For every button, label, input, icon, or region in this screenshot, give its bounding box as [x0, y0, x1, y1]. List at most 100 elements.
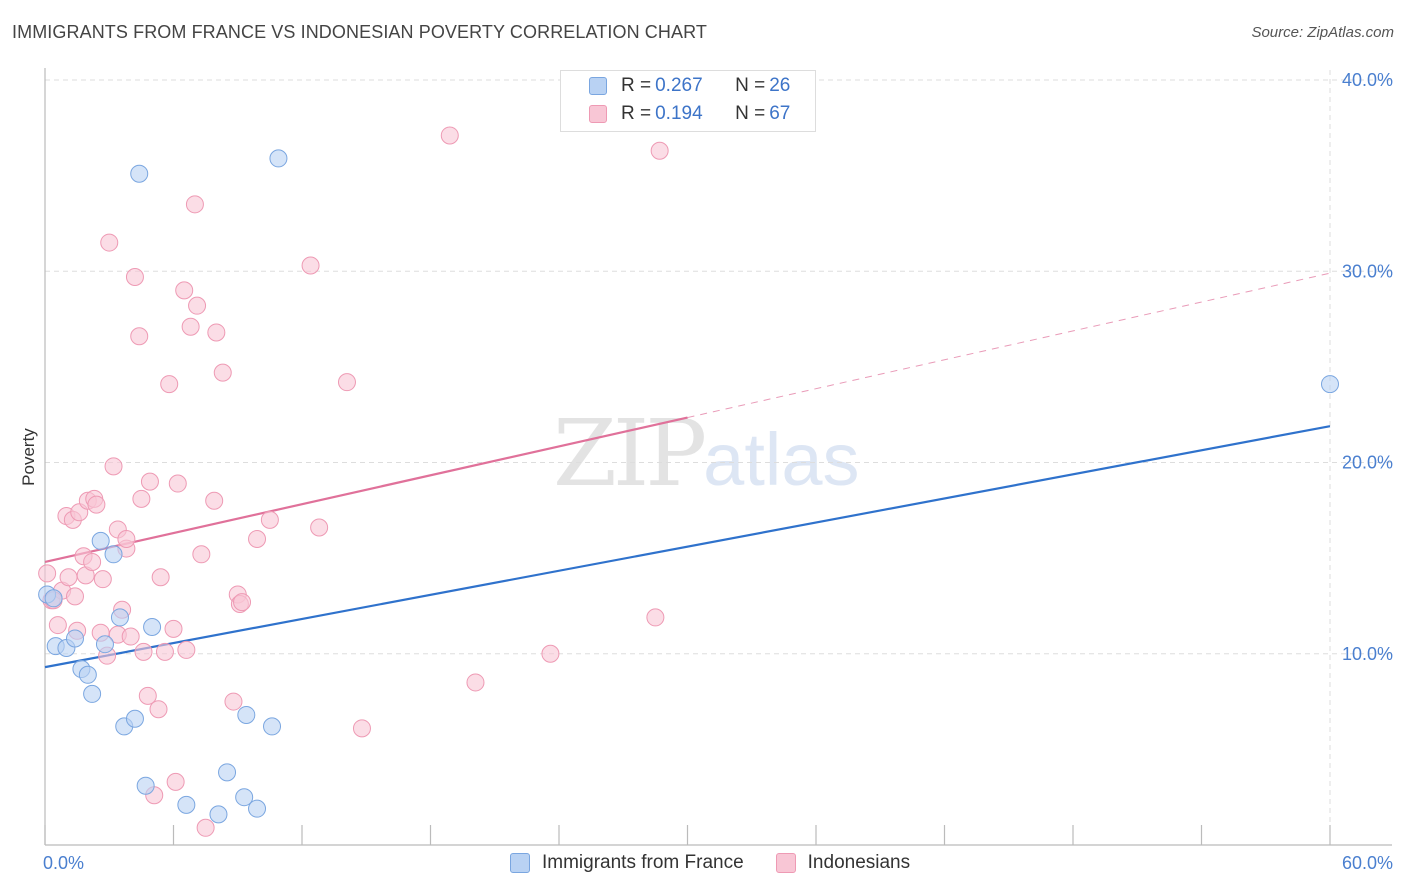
indonesian-point: [140, 472, 159, 491]
indonesian-point: [100, 233, 119, 252]
indonesian-point: [185, 195, 204, 214]
indonesian-point: [196, 818, 215, 837]
indonesian-point: [134, 642, 153, 661]
legend-row-france: R = 0.267 N = 26: [561, 73, 790, 99]
indonesian-point: [213, 363, 232, 382]
axes: [44, 68, 1392, 846]
indonesian-trend-line: [44, 416, 688, 564]
france-point: [95, 635, 114, 654]
indonesian-point: [121, 627, 140, 646]
indonesian-point: [466, 673, 485, 692]
indonesian-point: [93, 570, 112, 589]
indonesian-point: [205, 491, 224, 510]
indonesian-point: [301, 256, 320, 275]
indonesian-point: [248, 530, 267, 548]
indonesian-point: [207, 323, 226, 342]
tick-labels: 10.0% 20.0% 30.0% 40.0% 0.0% 60.0% Poverty: [19, 70, 1393, 873]
indonesian-point: [646, 608, 665, 627]
france-point: [136, 776, 155, 795]
france-point: [248, 799, 267, 818]
indonesian-point: [541, 644, 560, 663]
france-point: [83, 684, 102, 703]
france-point: [44, 589, 63, 608]
legend-n-label: N =: [735, 75, 766, 96]
y-tick-label: 30.0%: [1342, 261, 1393, 281]
legend-n-value: 26: [769, 75, 791, 96]
legend-r-label: R =: [621, 75, 652, 96]
indonesian-point: [224, 692, 243, 711]
france-point: [1321, 375, 1339, 394]
indonesian-point: [192, 545, 211, 564]
indonesian-point: [155, 642, 174, 661]
y-axis-label: Poverty: [19, 428, 38, 486]
x-tick-label: 0.0%: [43, 853, 84, 873]
indonesian-point: [138, 686, 157, 705]
stats-legend: R = 0.267 N = 26 R = 0.194 N = 67: [560, 70, 816, 132]
indonesian-point: [149, 700, 168, 719]
x-tick-label: 60.0%: [1342, 853, 1393, 873]
indonesian-point: [125, 267, 144, 286]
france-point: [263, 717, 282, 736]
indonesian-point: [130, 327, 149, 346]
indonesian-point: [83, 552, 102, 571]
indonesian-point: [48, 616, 67, 635]
indonesian-point: [168, 474, 187, 493]
france-point: [104, 545, 123, 564]
series-swatch-blue: [510, 853, 530, 873]
france-point: [237, 705, 256, 724]
grid-lines: [45, 70, 1392, 845]
indonesian-point: [440, 126, 459, 145]
indonesian-point: [337, 373, 356, 392]
watermark-atlas: atlas: [703, 418, 860, 501]
data-points: [38, 126, 1339, 837]
indonesian-point: [160, 375, 179, 394]
source-label: Source: ZipAtlas.com: [1251, 24, 1394, 41]
indonesian-trend-extension: [687, 272, 1331, 419]
legend-row-indonesians: R = 0.194 N = 67: [561, 101, 790, 127]
france-point: [209, 805, 228, 824]
france-point: [65, 629, 84, 648]
legend-n-value: 67: [769, 103, 791, 124]
legend-r-value: 0.194: [655, 103, 703, 124]
chart-title: IMMIGRANTS FROM FRANCE VS INDONESIAN POV…: [12, 22, 707, 42]
legend-n-label: N =: [735, 103, 766, 124]
trend-lines: [44, 272, 1331, 669]
indonesian-point: [233, 593, 252, 612]
indonesian-point: [132, 489, 151, 508]
indonesian-point: [310, 518, 329, 537]
series-legend-item-france: Immigrants from France: [510, 852, 744, 874]
indonesian-point: [151, 568, 170, 587]
indonesian-point: [65, 587, 84, 606]
indonesian-point: [166, 772, 185, 791]
legend-swatch-blue: [589, 77, 607, 95]
indonesian-point: [175, 281, 194, 300]
france-trend-line: [44, 425, 1331, 669]
indonesian-point: [650, 141, 669, 160]
indonesian-point: [87, 495, 106, 514]
france-point: [269, 149, 288, 168]
indonesian-point: [188, 296, 207, 315]
indonesian-point: [177, 640, 196, 659]
france-point: [130, 164, 149, 183]
indonesian-point: [352, 719, 371, 738]
y-tick-label: 10.0%: [1342, 644, 1393, 664]
indonesian-point: [38, 564, 57, 583]
legend-r-value: 0.267: [655, 75, 703, 96]
indonesian-point: [117, 530, 136, 548]
france-point: [177, 795, 196, 814]
series-label-indonesians: Indonesians: [807, 852, 911, 873]
france-point: [143, 617, 162, 636]
indonesian-point: [59, 568, 78, 587]
france-point: [218, 763, 237, 782]
series-legend: Immigrants from France Indonesians: [510, 852, 942, 874]
france-point: [235, 788, 254, 807]
indonesian-point: [164, 619, 183, 638]
legend-swatch-pink: [589, 105, 607, 123]
france-point: [125, 709, 144, 728]
series-label-france: Immigrants from France: [542, 852, 744, 873]
france-point: [110, 608, 129, 627]
indonesian-point: [181, 317, 200, 336]
indonesian-point: [104, 457, 123, 476]
france-point: [91, 531, 110, 550]
